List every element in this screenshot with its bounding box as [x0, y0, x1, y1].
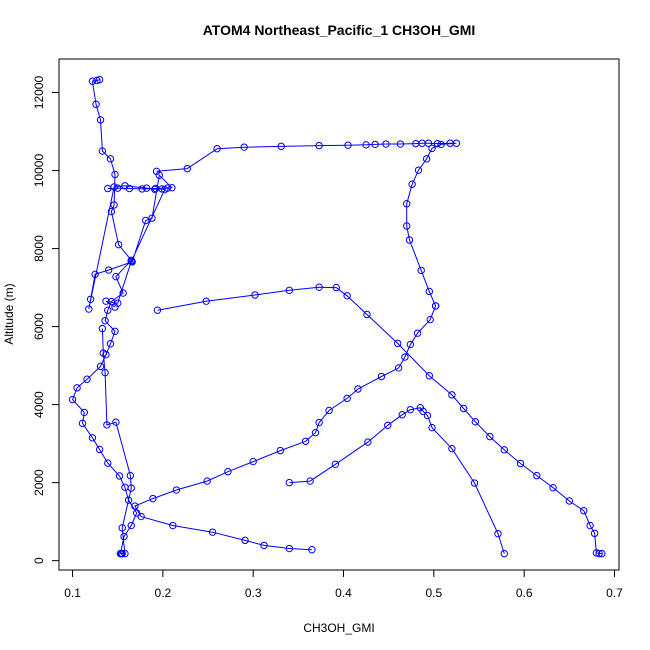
series-line [89, 175, 172, 309]
series-2 [86, 172, 175, 312]
y-tick-label: 4000 [32, 391, 46, 418]
y-tick-label: 12000 [32, 76, 46, 110]
series-1 [69, 76, 140, 556]
y-tick-label: 2000 [32, 469, 46, 496]
chart-title: ATOM4 Northeast_Pacific_1 CH3OH_GMI [203, 22, 476, 38]
series-layer [69, 76, 605, 556]
series-3 [153, 140, 459, 309]
y-tick-label: 6000 [32, 313, 46, 340]
y-tick-label: 0 [32, 557, 46, 564]
series-line [158, 287, 602, 553]
x-tick-label: 0.5 [425, 586, 442, 600]
series-line [135, 306, 436, 550]
series-6 [286, 405, 507, 557]
x-tick-label: 0.1 [64, 586, 81, 600]
series-4 [132, 303, 439, 553]
data-point [501, 550, 507, 556]
x-tick-label: 0.2 [155, 586, 172, 600]
x-tick-label: 0.6 [516, 586, 533, 600]
series-line [157, 143, 457, 306]
plot-frame [59, 59, 619, 570]
x-tick-label: 0.4 [335, 586, 352, 600]
x-axis: 0.1 0.2 0.3 0.4 0.5 0.6 0.7 [64, 570, 623, 600]
series-5 [154, 284, 605, 557]
x-tick-label: 0.7 [606, 586, 623, 600]
y-axis: 0 2000 4000 6000 8000 10000 12000 [32, 76, 59, 564]
series-line [73, 80, 137, 554]
y-tick-label: 8000 [32, 235, 46, 262]
x-axis-label: CH3OH_GMI [303, 621, 374, 635]
y-axis-label: Altitude (m) [2, 283, 16, 344]
x-tick-label: 0.3 [245, 586, 262, 600]
y-tick-label: 10000 [32, 154, 46, 188]
